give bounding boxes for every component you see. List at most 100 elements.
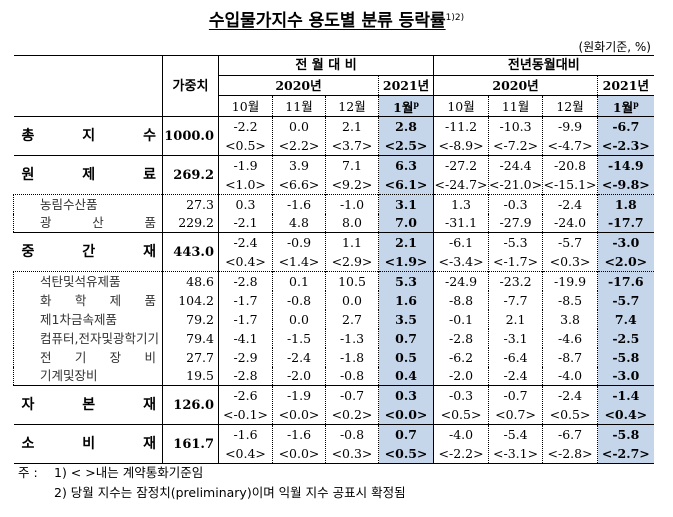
yoy-cell: -6.7 <-2.3> <box>597 116 654 156</box>
yoy-value: -2.8 <box>433 328 489 348</box>
yoy-value: -6.7 <box>557 427 583 442</box>
mom-contract-value: <0.5> <box>225 138 266 153</box>
mom-value: -0.8 <box>339 427 365 442</box>
yoy-cell: -0.3 <0.5> <box>433 385 489 425</box>
yoy-value: -0.3 <box>448 388 474 403</box>
row-weight: 443.0 <box>162 232 219 272</box>
yoy-cell: -1.4 <0.4> <box>597 385 654 425</box>
table-row: 중 간 재 443.0 -2.4 <0.4> -0.9 <1.4> 1.1 <2.9> 2.1 <… <box>13 232 654 272</box>
mom-value: 0.7 <box>377 328 434 348</box>
mom-contract-value: <0.0> <box>278 446 320 461</box>
yoy-value: -10.3 <box>499 119 532 134</box>
row-weight: 19.5 <box>162 366 219 386</box>
yoy-value: -4.0 <box>542 366 598 386</box>
header-yoy-2021: 2021년 <box>597 75 654 96</box>
yoy-value: -0.3 <box>488 194 543 214</box>
yoy-value: 1.8 <box>597 194 654 214</box>
table-row: 원 제 료 269.2 -1.9 <1.0> 3.9 <6.6> 7.1 <9.2> 6.3 <6… <box>13 155 654 195</box>
table-row: 농림수산품 27.3 0.3 -1.6 -1.0 3.1 1.3 -0.3 -2.4 1.8 <box>13 194 654 214</box>
yoy-value: -17.6 <box>597 271 654 291</box>
yoy-value: -5.8 <box>612 427 640 442</box>
yoy-value: -17.7 <box>597 213 654 233</box>
mom-cell: -1.9 <1.0> <box>218 155 273 195</box>
prelim-mark: p <box>633 99 639 109</box>
row-label: 중 간 재 <box>13 232 163 272</box>
row-weight: 126.0 <box>162 385 219 425</box>
yoy-value: -3.0 <box>612 235 640 250</box>
yoy-contract-value: <-1.7> <box>493 254 539 269</box>
mom-cell: 0.7 <0.5> <box>377 424 434 464</box>
mom-value: -2.1 <box>218 213 273 233</box>
table-row: 화 학 제 품 104.2 -1.7 -0.8 0.0 1.6 -8.8 -7.7 -8.5 -5… <box>13 290 654 310</box>
yoy-value: 7.4 <box>597 309 654 329</box>
row-label: 원 제 료 <box>13 155 163 195</box>
row-weight: 79.2 <box>162 309 219 329</box>
mom-contract-value: <1.0> <box>225 177 266 192</box>
mom-cell: -2.6 <-0.1> <box>218 385 273 425</box>
yoy-contract-value: <-15.1> <box>543 177 597 192</box>
mom-value: 2.7 <box>325 309 379 329</box>
row-label: 농림수산품 <box>13 194 163 214</box>
title-text: 수입물가지수 용도별 분류 등락률 <box>208 11 446 31</box>
mom-value: 2.1 <box>342 119 362 134</box>
row-weight: 161.7 <box>162 424 219 464</box>
mom-value: -1.6 <box>272 194 326 214</box>
mom-value: -2.2 <box>233 119 258 134</box>
yoy-cell: -6.1 <-3.4> <box>433 232 489 272</box>
mom-contract-value: <0.3> <box>331 446 373 461</box>
row-weight: 79.4 <box>162 328 219 348</box>
mom-value: 1.6 <box>377 290 434 310</box>
yoy-value: -31.1 <box>433 213 489 233</box>
yoy-contract-value: <-2.2> <box>438 446 484 461</box>
mom-value: -1.9 <box>233 158 258 173</box>
mom-contract-value: <2.5> <box>384 138 428 153</box>
mom-value: 0.0 <box>272 309 326 329</box>
header-blank <box>13 55 163 117</box>
yoy-value: -8.5 <box>542 290 598 310</box>
yoy-contract-value: <-2.7> <box>601 446 650 461</box>
mom-cell: 0.3 <0.0> <box>377 385 434 425</box>
yoy-value: -4.6 <box>542 328 598 348</box>
yoy-cell: -2.4 <0.5> <box>542 385 598 425</box>
mom-cell: 2.1 <1.9> <box>377 232 434 272</box>
mom-value: -1.6 <box>286 427 312 442</box>
mom-contract-value: <1.9> <box>384 254 428 269</box>
mom-contract-value: <9.2> <box>331 177 373 192</box>
yoy-value: -5.4 <box>503 427 528 442</box>
mom-value: -1.0 <box>325 194 379 214</box>
mom-contract-value: <0.2> <box>331 407 373 422</box>
mom-value: -1.7 <box>218 290 273 310</box>
yoy-cell: -0.7 <0.7> <box>488 385 543 425</box>
header-weight: 가중치 <box>162 55 219 117</box>
mom-cell: -0.8 <0.3> <box>325 424 379 464</box>
mom-value: -1.7 <box>218 309 273 329</box>
yoy-cell: -5.3 <-1.7> <box>488 232 543 272</box>
mom-value: -2.8 <box>218 271 273 291</box>
mom-contract-value: <6.1> <box>384 177 428 192</box>
yoy-contract-value: <-3.1> <box>493 446 539 461</box>
mom-value: 0.3 <box>218 194 273 214</box>
mom-value: 0.7 <box>395 427 417 442</box>
mom-value: 0.0 <box>325 290 379 310</box>
header-mom-dec: 12월 <box>325 95 379 117</box>
mom-value: 6.3 <box>395 158 417 173</box>
row-label: 광 산 품 <box>13 213 163 233</box>
row-weight: 48.6 <box>162 271 219 291</box>
mom-value: 7.0 <box>377 213 434 233</box>
header-yoy-jan-label: 1월 <box>612 100 634 115</box>
row-weight: 27.3 <box>162 194 219 214</box>
mom-contract-value: <1.4> <box>278 254 320 269</box>
mom-value: -2.0 <box>272 366 326 386</box>
row-label: 컴퓨터,전자및광학기기 <box>13 328 163 348</box>
mom-value: 2.8 <box>395 119 417 134</box>
mom-value: -1.5 <box>272 328 326 348</box>
mom-cell: 3.9 <6.6> <box>272 155 326 195</box>
mom-value: 0.4 <box>377 366 434 386</box>
yoy-contract-value: <2.0> <box>604 254 648 269</box>
yoy-value: 2.1 <box>488 309 543 329</box>
yoy-cell: -11.2 <-8.9> <box>433 116 489 156</box>
yoy-contract-value: <-24.7> <box>434 177 488 192</box>
header-yoy: 전년동월대비 <box>433 55 654 76</box>
row-label: 총 지 수 <box>13 116 163 156</box>
table-row: 소 비 재 161.7 -1.6 <0.4> -1.6 <0.0> -0.8 <0.3> 0.7… <box>13 424 654 464</box>
